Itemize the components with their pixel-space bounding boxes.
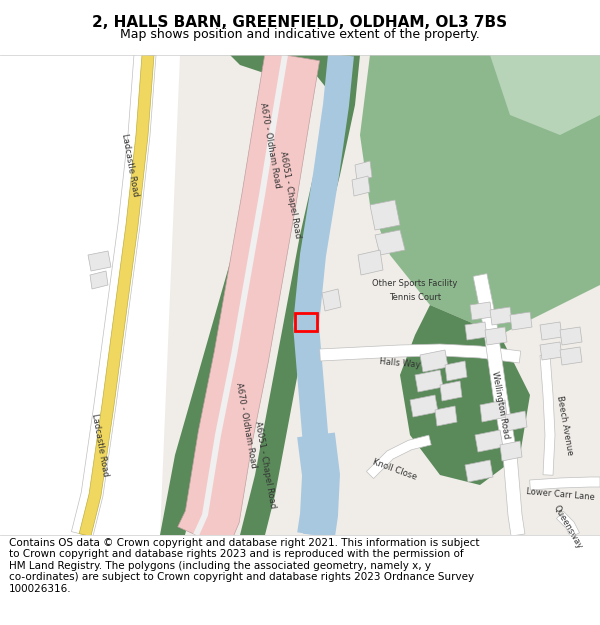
Text: Tennis Court: Tennis Court (389, 292, 441, 301)
Polygon shape (160, 55, 310, 535)
Polygon shape (445, 361, 467, 381)
Polygon shape (297, 432, 340, 538)
Polygon shape (560, 327, 582, 345)
Polygon shape (410, 395, 438, 417)
Polygon shape (90, 271, 108, 289)
Polygon shape (367, 435, 431, 479)
Text: Wellington Road: Wellington Road (490, 371, 511, 439)
Polygon shape (79, 54, 154, 536)
Text: Beech Avenue: Beech Avenue (556, 394, 575, 456)
Polygon shape (540, 322, 562, 340)
Polygon shape (505, 411, 527, 431)
Polygon shape (71, 54, 156, 537)
Polygon shape (480, 400, 507, 422)
Polygon shape (440, 381, 462, 401)
Text: Ladcastle Road: Ladcastle Road (90, 412, 110, 478)
Polygon shape (465, 322, 487, 340)
Polygon shape (178, 52, 320, 549)
Polygon shape (475, 430, 503, 452)
Polygon shape (415, 370, 443, 392)
Polygon shape (320, 344, 521, 363)
Text: Map shows position and indicative extent of the property.: Map shows position and indicative extent… (120, 28, 480, 41)
Text: Halls Way: Halls Way (379, 357, 421, 369)
Polygon shape (420, 350, 448, 372)
Text: Ladcastle Road: Ladcastle Road (120, 132, 140, 198)
Text: A6051 - Chapel Road: A6051 - Chapel Road (278, 151, 302, 239)
Polygon shape (358, 250, 383, 275)
Polygon shape (473, 274, 525, 536)
Polygon shape (540, 354, 555, 475)
Polygon shape (370, 200, 400, 230)
Text: Lower Carr Lane: Lower Carr Lane (526, 488, 595, 502)
Text: 2, HALLS BARN, GREENFIELD, OLDHAM, OL3 7BS: 2, HALLS BARN, GREENFIELD, OLDHAM, OL3 7… (92, 16, 508, 31)
Polygon shape (490, 307, 512, 325)
Polygon shape (485, 327, 507, 345)
Polygon shape (556, 511, 580, 538)
Polygon shape (293, 54, 354, 536)
Polygon shape (322, 289, 341, 311)
Polygon shape (240, 55, 360, 535)
Polygon shape (88, 251, 111, 271)
Text: Other Sports Facility: Other Sports Facility (373, 279, 458, 288)
Polygon shape (360, 55, 600, 335)
Polygon shape (560, 347, 582, 365)
Polygon shape (352, 176, 370, 196)
Text: A670 - Oldham Road: A670 - Oldham Road (258, 101, 282, 189)
Polygon shape (0, 55, 180, 535)
Polygon shape (465, 460, 493, 482)
Polygon shape (510, 312, 532, 330)
Text: A6051 - Chapel Road: A6051 - Chapel Road (253, 421, 277, 509)
Text: Contains OS data © Crown copyright and database right 2021. This information is : Contains OS data © Crown copyright and d… (9, 538, 479, 594)
Polygon shape (375, 230, 405, 255)
Polygon shape (355, 161, 372, 181)
Polygon shape (500, 441, 522, 461)
Text: Knoll Close: Knoll Close (371, 458, 418, 482)
Polygon shape (490, 55, 600, 135)
Polygon shape (530, 477, 600, 490)
Bar (295, 313, 317, 331)
Polygon shape (400, 305, 530, 485)
Polygon shape (193, 54, 288, 536)
Polygon shape (435, 406, 457, 426)
Text: A670 - Oldham Road: A670 - Oldham Road (234, 381, 258, 469)
Text: Queensway: Queensway (552, 503, 584, 551)
Polygon shape (540, 342, 562, 360)
Polygon shape (470, 302, 492, 320)
